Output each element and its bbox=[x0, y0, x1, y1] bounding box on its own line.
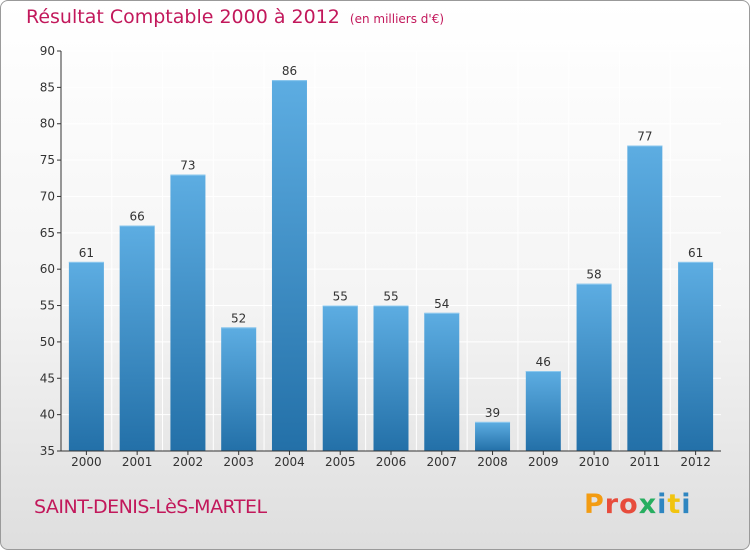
y-tick-label: 85 bbox=[40, 80, 55, 94]
x-tick-label: 2008 bbox=[477, 455, 508, 469]
data-label: 46 bbox=[536, 355, 551, 369]
x-tick-label: 2005 bbox=[325, 455, 356, 469]
x-tick-label: 2000 bbox=[71, 455, 102, 469]
data-label: 61 bbox=[688, 246, 703, 260]
y-tick-label: 65 bbox=[40, 226, 55, 240]
x-tick-label: 2007 bbox=[426, 455, 457, 469]
x-tick-label: 2001 bbox=[122, 455, 153, 469]
data-label: 61 bbox=[79, 246, 94, 260]
data-label: 39 bbox=[485, 406, 500, 420]
y-tick-label: 45 bbox=[40, 371, 55, 385]
bar-2000 bbox=[68, 261, 104, 451]
y-tick-label: 80 bbox=[40, 117, 55, 131]
data-label: 77 bbox=[637, 130, 652, 144]
brand-letter: i bbox=[681, 489, 692, 520]
bar-2010 bbox=[576, 283, 612, 451]
data-label: 73 bbox=[180, 159, 195, 173]
y-tick-label: 75 bbox=[40, 153, 55, 167]
bar-2007 bbox=[424, 312, 460, 451]
data-label: 86 bbox=[282, 64, 297, 78]
x-tick-label: 2003 bbox=[223, 455, 254, 469]
bar-2008 bbox=[475, 421, 511, 451]
bar-2006 bbox=[373, 305, 409, 451]
bar-2001 bbox=[119, 225, 155, 451]
y-tick-label: 40 bbox=[40, 408, 55, 422]
x-tick-label: 2010 bbox=[579, 455, 610, 469]
chart-subtitle: (en milliers d'€) bbox=[349, 12, 445, 26]
y-tick-label: 50 bbox=[40, 335, 55, 349]
brand-letter: t bbox=[667, 489, 682, 520]
place-name: SAINT-DENIS-LèS-MARTEL bbox=[34, 496, 267, 518]
x-tick-label: 2009 bbox=[528, 455, 559, 469]
chart-title: Résultat Comptable 2000 à 2012 bbox=[26, 6, 340, 28]
x-tick-label: 2004 bbox=[274, 455, 305, 469]
bar-2003 bbox=[221, 327, 257, 451]
x-tick-label: 2012 bbox=[680, 455, 711, 469]
bar-2011 bbox=[627, 145, 663, 451]
data-label: 52 bbox=[231, 311, 246, 325]
bars: 61 66 73 52 86 55 55 54 39 46 58 77 61 bbox=[68, 64, 714, 452]
brand-letter: x bbox=[638, 489, 658, 520]
data-label: 54 bbox=[434, 297, 449, 311]
bar-2005 bbox=[322, 305, 358, 451]
title-row: Résultat Comptable 2000 à 2012 (en millie… bbox=[26, 6, 444, 28]
data-label: 55 bbox=[333, 290, 348, 304]
y-tick-label: 70 bbox=[40, 189, 55, 203]
y-tick-label: 35 bbox=[40, 444, 55, 458]
data-label: 66 bbox=[130, 210, 145, 224]
bar-2009 bbox=[525, 371, 561, 451]
bar-2012 bbox=[678, 261, 714, 451]
brand-logo: Proxiti bbox=[584, 489, 692, 520]
y-tick-label: 90 bbox=[40, 44, 55, 58]
y-tick-label: 60 bbox=[40, 262, 55, 276]
brand-letter: i bbox=[657, 489, 668, 520]
y-tick-label: 55 bbox=[40, 299, 55, 313]
brand-letter: P bbox=[584, 489, 605, 520]
x-tick-label: 2011 bbox=[630, 455, 661, 469]
data-label: 58 bbox=[586, 268, 601, 282]
brand-letter: o bbox=[619, 489, 639, 520]
axes: 35 40 45 50 55 60 65 70 75 80 85 90 2000 2001 2002 2003… bbox=[40, 44, 721, 469]
bar-2002 bbox=[170, 174, 206, 452]
brand-letter: r bbox=[604, 489, 620, 520]
x-tick-label: 2006 bbox=[376, 455, 407, 469]
data-label: 55 bbox=[383, 290, 398, 304]
x-tick-label: 2002 bbox=[173, 455, 204, 469]
bar-2004 bbox=[271, 80, 307, 451]
